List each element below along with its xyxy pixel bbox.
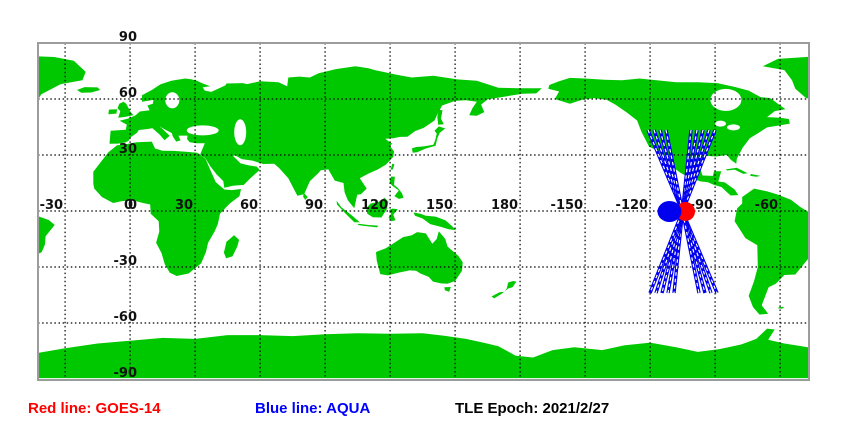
landmass — [437, 109, 444, 125]
landmass — [388, 208, 398, 222]
longitude-label: 0 — [124, 198, 133, 213]
landmass — [108, 109, 118, 115]
landmass — [777, 306, 785, 309]
longitude-label: -30 — [40, 198, 64, 213]
aqua-track-dash — [673, 129, 692, 294]
lake — [710, 88, 742, 111]
aqua-track-dash — [665, 129, 700, 294]
graticule-layer — [38, 43, 809, 380]
landmass — [38, 328, 809, 379]
latitude-label: -30 — [114, 254, 138, 269]
landmass — [389, 176, 404, 199]
lake — [165, 92, 180, 109]
landmass — [38, 56, 86, 100]
lake — [186, 125, 219, 136]
landmass — [491, 281, 517, 299]
landmass — [77, 87, 101, 93]
legend-tle-epoch-label: TLE Epoch: 2021/2/27 — [455, 400, 609, 417]
legend-red-line-label: Red line: GOES-14 — [28, 400, 161, 417]
latitude-label: 0 — [128, 198, 137, 213]
landmass — [109, 66, 542, 209]
satellite-marker-layer — [657, 201, 695, 222]
landmass — [390, 163, 395, 170]
landmass — [725, 167, 748, 174]
landmass — [376, 231, 463, 284]
longitude-label: 180 — [491, 198, 518, 213]
aqua-track-dash — [661, 129, 704, 294]
latitude-label: 90 — [119, 30, 137, 45]
latitude-label: 30 — [119, 142, 137, 157]
longitude-label: 30 — [175, 198, 193, 213]
lake — [234, 119, 247, 146]
longitude-label: 150 — [426, 198, 453, 213]
landmass — [734, 188, 809, 315]
landmass — [762, 56, 809, 99]
longitude-label: 90 — [305, 198, 323, 213]
land-layer — [38, 56, 809, 379]
landmass — [38, 216, 55, 254]
grid-label-layer: -30 0 30 60 90 120 150 180 -150 -120 -90 -60 90 60 30 0… — [40, 30, 779, 381]
longitude-label: -90 — [690, 198, 714, 213]
longitude-label: 60 — [240, 198, 258, 213]
aqua-position-marker — [657, 201, 682, 222]
landmass — [413, 212, 457, 231]
goes14-position-marker — [676, 202, 695, 221]
map-border — [37, 42, 810, 381]
lake — [727, 124, 740, 131]
latitude-label: 60 — [119, 86, 137, 101]
lake — [715, 120, 726, 127]
legend: Red line: GOES-14 Blue line: AQUA TLE Ep… — [28, 400, 609, 417]
landmass — [357, 223, 379, 228]
longitude-label: -60 — [755, 198, 779, 213]
landmass — [750, 174, 761, 177]
landmass — [223, 235, 240, 259]
longitude-label: -120 — [616, 198, 649, 213]
lakes-layer — [165, 88, 742, 146]
latitude-label: -60 — [114, 310, 138, 325]
landmass — [411, 126, 446, 153]
longitude-label: -150 — [551, 198, 584, 213]
aqua-track-dash — [667, 129, 698, 294]
legend-blue-line-label: Blue line: AQUA — [255, 400, 370, 417]
landmass — [366, 197, 389, 218]
landmass — [444, 287, 451, 292]
longitude-label: 120 — [361, 198, 388, 213]
landmass — [303, 193, 308, 200]
latitude-label: -90 — [114, 366, 138, 381]
